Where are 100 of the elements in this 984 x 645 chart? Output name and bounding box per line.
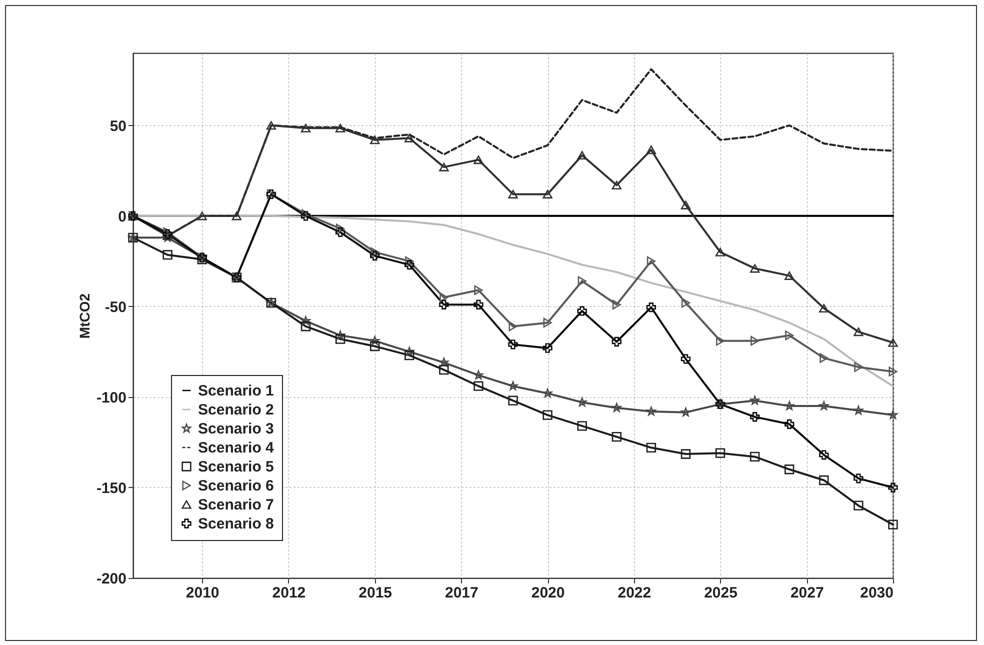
y-tick-label: 50 [110,118,126,135]
x-tick-label: 2025 [704,584,738,602]
point [612,432,622,442]
point [474,285,483,295]
point [715,448,726,458]
point [888,410,898,420]
point [784,271,794,280]
point [336,224,345,234]
point [439,162,449,172]
point [680,200,691,210]
point [542,388,552,398]
point [888,366,898,376]
legend-label: Scenario 7 [198,496,274,514]
legend-label: Scenario 2 [198,402,274,418]
x-tick-label: 2010 [186,584,220,602]
point [888,338,898,347]
point [646,256,656,266]
point [404,260,414,270]
legend-label: Scenario 8 [198,516,274,532]
point [543,318,552,328]
legend-label: Scenario 3 [198,420,274,438]
point [750,264,760,273]
point [542,410,552,420]
point [646,442,656,452]
point [405,256,414,266]
y-axis-title: MtCO2 [76,293,92,339]
point [335,124,346,132]
point [612,336,622,347]
point [680,354,691,364]
point [508,190,518,198]
point [370,341,380,352]
point [612,180,622,190]
point [577,151,587,160]
point [680,449,691,459]
y-tick-label: 0 [118,208,126,226]
point [370,136,380,144]
x-tick-label: 2017 [444,584,478,602]
point [716,336,725,346]
point [542,343,552,353]
point [440,292,448,302]
point [197,212,207,220]
point [646,302,656,312]
point [681,298,690,308]
point [577,306,587,316]
point [854,406,864,415]
point [474,156,484,164]
x-tick-label: 2020 [531,584,565,602]
point [854,362,863,372]
point [819,304,829,313]
point [508,381,518,390]
point [300,124,311,132]
y-tick-label: -150 [96,480,126,497]
point [578,276,586,286]
point [370,250,380,261]
point [577,421,587,431]
point [750,412,760,422]
point [784,464,794,474]
point [750,336,760,346]
point [820,353,828,363]
point [474,370,484,380]
point [300,211,311,221]
x-tick-label: 2015 [358,584,392,602]
point [508,396,518,406]
point [370,247,380,257]
point [785,330,794,340]
point [404,134,414,142]
point [819,450,829,460]
y-tick-label: -50 [104,298,126,316]
legend-label: Scenario 1 [198,382,274,400]
x-tick-label: 2027 [790,584,824,602]
point [888,482,898,492]
x-tick-label: 2022 [618,584,652,602]
point [750,452,760,462]
point [646,146,656,154]
point [612,300,621,310]
point [300,322,311,332]
point [232,212,242,220]
point [474,300,484,310]
point [854,474,864,484]
point [301,316,310,325]
point [888,520,898,530]
point [266,121,276,130]
point [335,334,346,344]
point [784,419,794,429]
point [439,364,449,375]
point [542,190,552,198]
y-tick-label: -100 [96,389,126,406]
point [646,406,656,416]
legend-label: Scenario 4 [198,440,275,456]
point [474,381,484,391]
point [854,328,864,336]
point [162,250,172,260]
point [508,340,518,350]
point [439,358,449,367]
point [715,248,726,256]
point [819,401,829,410]
legend-label: Scenario 6 [198,478,274,494]
point [439,300,449,310]
point [508,322,518,332]
point [335,227,346,238]
